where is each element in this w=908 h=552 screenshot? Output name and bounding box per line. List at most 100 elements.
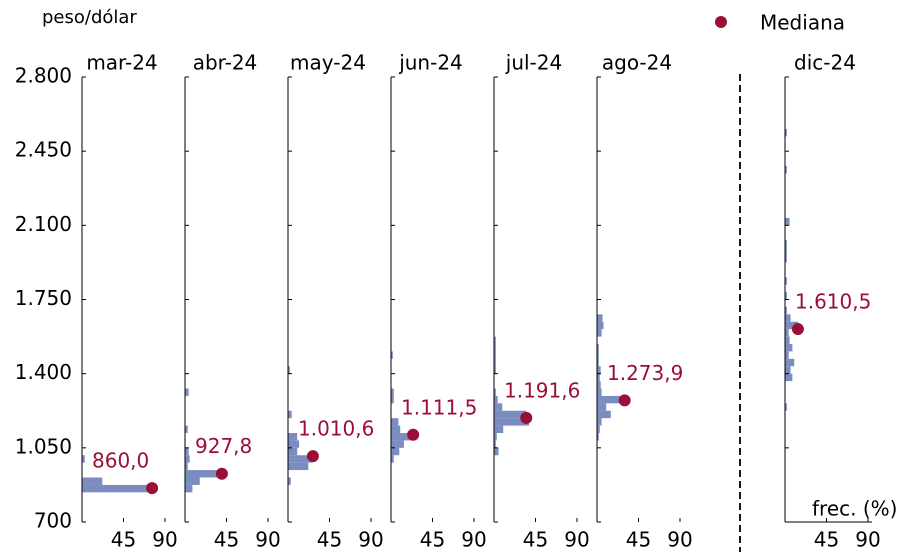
legend-marker bbox=[715, 16, 727, 28]
histogram-bar bbox=[597, 418, 602, 426]
histogram-bar bbox=[597, 351, 599, 359]
histogram-bar bbox=[785, 240, 787, 248]
histogram-bar bbox=[82, 477, 103, 485]
histogram-bar bbox=[185, 477, 200, 485]
histogram-bar bbox=[785, 373, 793, 382]
histogram-bar bbox=[597, 381, 601, 389]
histogram-bar bbox=[391, 425, 401, 433]
median-marker bbox=[146, 482, 159, 495]
y-tick-label: 2.450 bbox=[15, 138, 72, 162]
panel-title: jul-24 bbox=[505, 51, 562, 75]
histogram-bar bbox=[288, 433, 298, 441]
histogram-bar bbox=[494, 403, 503, 411]
histogram-bar bbox=[597, 410, 611, 419]
histogram-bar bbox=[785, 366, 791, 374]
histogram-bar bbox=[597, 388, 602, 396]
histogram-bar bbox=[288, 462, 309, 471]
x-axis-label: frec. (%) bbox=[812, 497, 897, 521]
histogram-bar bbox=[785, 277, 787, 285]
histogram-bar bbox=[185, 455, 190, 463]
x-tick-label: 90 bbox=[152, 528, 177, 552]
histogram-bar bbox=[494, 433, 497, 441]
histogram-bar bbox=[785, 314, 791, 322]
histogram-bar bbox=[597, 403, 607, 411]
histogram-bar bbox=[597, 344, 599, 352]
x-tick-label: 45 bbox=[626, 528, 651, 552]
y-axis-label: peso/dólar bbox=[42, 7, 137, 28]
histogram-bar bbox=[494, 351, 496, 359]
y-tick-label: 2.800 bbox=[15, 64, 72, 88]
histogram-bar bbox=[785, 247, 787, 255]
histogram-bar bbox=[494, 425, 504, 433]
histogram-bar bbox=[785, 351, 789, 359]
histogram-bar bbox=[785, 128, 787, 137]
histogram-bar bbox=[597, 373, 600, 382]
x-tick-label: 45 bbox=[317, 528, 342, 552]
y-tick-label: 1.050 bbox=[15, 434, 72, 458]
panel-title: jun-24 bbox=[398, 51, 463, 75]
x-tick-label: 90 bbox=[667, 528, 692, 552]
panel-title: abr-24 bbox=[193, 51, 258, 75]
histogram-bar bbox=[597, 433, 599, 441]
median-marker bbox=[306, 450, 319, 463]
median-marker bbox=[520, 411, 533, 424]
histogram-bar bbox=[785, 306, 787, 315]
histogram-bar bbox=[597, 321, 604, 330]
median-label: 1.273,9 bbox=[607, 361, 683, 385]
y-tick-label: 1.400 bbox=[15, 360, 72, 384]
histogram-bar bbox=[391, 388, 394, 396]
x-tick-label: 90 bbox=[461, 528, 486, 552]
median-label: 1.111,5 bbox=[401, 395, 477, 419]
histogram-bar bbox=[785, 329, 789, 337]
median-label: 1.191,6 bbox=[504, 378, 580, 402]
x-tick-label: 45 bbox=[814, 528, 839, 552]
histogram-bar bbox=[597, 395, 625, 404]
histogram-bar bbox=[785, 292, 787, 300]
histogram-bar bbox=[785, 336, 790, 344]
x-tick-label: 45 bbox=[111, 528, 136, 552]
histogram-bar bbox=[185, 388, 189, 396]
histogram-bar bbox=[185, 484, 193, 493]
histogram-bar bbox=[494, 388, 496, 396]
y-tick-label: 700 bbox=[34, 509, 72, 533]
histogram-bar bbox=[494, 410, 527, 419]
histogram-bar bbox=[785, 358, 795, 367]
histogram-bar bbox=[391, 440, 404, 448]
y-tick-label: 1.750 bbox=[15, 286, 72, 310]
histogram-bar bbox=[785, 166, 787, 174]
median-marker bbox=[618, 394, 631, 407]
histogram-bar bbox=[597, 329, 602, 337]
median-marker bbox=[791, 323, 804, 336]
histogram-bar bbox=[288, 477, 291, 485]
histogram-bar bbox=[288, 440, 300, 448]
x-tick-label: 90 bbox=[564, 528, 589, 552]
x-tick-label: 90 bbox=[855, 528, 880, 552]
median-marker bbox=[407, 428, 420, 441]
histogram-bar bbox=[597, 358, 599, 367]
median-label: 1.610,5 bbox=[795, 290, 871, 314]
histogram-bar bbox=[785, 321, 798, 330]
panel-title: ago-24 bbox=[602, 51, 672, 75]
histogram-bar bbox=[597, 425, 600, 433]
histogram-bar bbox=[391, 433, 414, 441]
median-label: 860,0 bbox=[92, 449, 149, 473]
histogram-bar bbox=[391, 351, 393, 359]
x-tick-label: 45 bbox=[214, 528, 239, 552]
histogram-bar bbox=[785, 255, 787, 263]
histogram-bar bbox=[597, 314, 603, 322]
histogram-bar bbox=[185, 447, 189, 456]
panel-title: dic-24 bbox=[794, 51, 856, 75]
y-tick-label: 2.100 bbox=[15, 212, 72, 236]
histogram-bar bbox=[82, 455, 85, 463]
histogram-bar bbox=[785, 344, 793, 352]
histogram-bar bbox=[494, 344, 496, 352]
histogram-bar bbox=[185, 470, 222, 478]
median-label: 927,8 bbox=[195, 434, 252, 458]
histogram-bar bbox=[494, 358, 496, 367]
legend-label: Mediana bbox=[760, 11, 845, 35]
panel-title: may-24 bbox=[290, 51, 366, 75]
histogram-bar bbox=[494, 336, 496, 344]
x-tick-label: 90 bbox=[255, 528, 280, 552]
histogram-bar bbox=[391, 418, 399, 426]
